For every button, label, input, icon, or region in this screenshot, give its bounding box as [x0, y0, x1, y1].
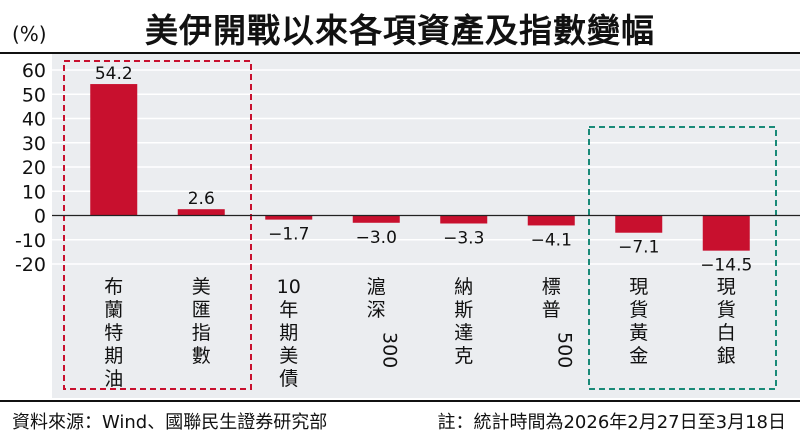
x-tick-label-part: 期	[279, 322, 298, 344]
y-tick-label: 20	[22, 157, 46, 179]
x-tick-label-part: 特	[104, 322, 123, 344]
x-tick-label-part: 克	[454, 345, 473, 367]
date-range-note: 註：統計時間為2026年2月27日至3月18日	[437, 412, 786, 433]
bar	[90, 84, 138, 216]
y-tick-label: 10	[22, 181, 46, 203]
chart-title: 美伊開戰以來各項資產及指數變幅	[145, 11, 655, 50]
data-label: −3.0	[356, 228, 397, 248]
x-tick-label-part: 匯	[192, 299, 211, 321]
x-tick-label-part: 布	[104, 276, 123, 298]
data-label: −3.3	[443, 229, 484, 249]
x-tick-label-part: 普	[542, 299, 561, 321]
x-tick-label-part: 期	[104, 345, 123, 367]
x-tick-label-part: 滬	[367, 276, 386, 298]
y-tick-label: 0	[34, 206, 46, 228]
x-tick-label-part: 現	[717, 276, 736, 298]
y-tick-label: 50	[22, 84, 46, 106]
bar	[352, 215, 400, 223]
x-tick-label-part: 納	[454, 276, 473, 298]
x-tick-label-part: 貨	[717, 299, 736, 321]
x-tick-label-part: 10	[277, 276, 301, 298]
data-label: 2.6	[188, 189, 215, 209]
footer-divider	[0, 400, 800, 402]
y-tick-label: 40	[22, 109, 46, 131]
highlight-box-red	[63, 60, 252, 390]
x-tick-label-part: 蘭	[104, 299, 123, 321]
x-tick-label-part: 黃	[629, 322, 648, 344]
x-tick-label-part: 深	[367, 299, 386, 321]
data-label: −1.7	[268, 225, 309, 245]
data-label: −7.1	[618, 238, 659, 258]
x-tick-label-part: 斯	[454, 299, 473, 321]
bar	[177, 209, 225, 216]
bar	[527, 215, 575, 226]
x-tick-label-part: 指	[192, 322, 211, 344]
x-tick-label-part: 達	[454, 322, 473, 344]
data-label: −14.5	[700, 256, 752, 276]
y-tick-label: 60	[22, 60, 46, 82]
data-label: −4.1	[531, 230, 572, 250]
x-tick-label-part: 300	[378, 332, 400, 368]
x-tick-label-part: 貨	[629, 299, 648, 321]
x-tick-label-part: 現	[629, 276, 648, 298]
x-tick-label-part: 油	[104, 368, 123, 390]
title-bar: 美伊開戰以來各項資產及指數變幅 (%)	[0, 0, 800, 54]
y-axis-unit-label: (%)	[12, 22, 47, 46]
x-tick-label-part: 標	[542, 276, 561, 298]
y-tick-label: -20	[15, 254, 46, 276]
bar	[702, 215, 750, 251]
x-tick-label-part: 銀	[717, 345, 736, 367]
y-tick-label: -10	[15, 230, 46, 252]
x-tick-label-part: 美	[192, 276, 211, 298]
bar	[615, 215, 663, 233]
x-tick-label-part: 美	[279, 345, 298, 367]
y-tick-label: 30	[22, 133, 46, 155]
x-tick-label-part: 金	[629, 345, 648, 367]
x-tick-label-part: 數	[192, 345, 211, 367]
x-tick-label-part: 債	[279, 368, 298, 390]
highlight-box-teal	[588, 126, 777, 390]
x-tick-label-part: 白	[717, 322, 736, 344]
x-tick-label-part: 年	[279, 299, 298, 321]
data-label: 54.2	[95, 64, 133, 84]
plot-background	[52, 54, 800, 398]
x-tick-label-part: 500	[553, 332, 575, 368]
bar	[440, 215, 488, 224]
bar	[265, 215, 313, 220]
source-note: 資料來源：Wind、國聯民生證券研究部	[12, 412, 328, 433]
